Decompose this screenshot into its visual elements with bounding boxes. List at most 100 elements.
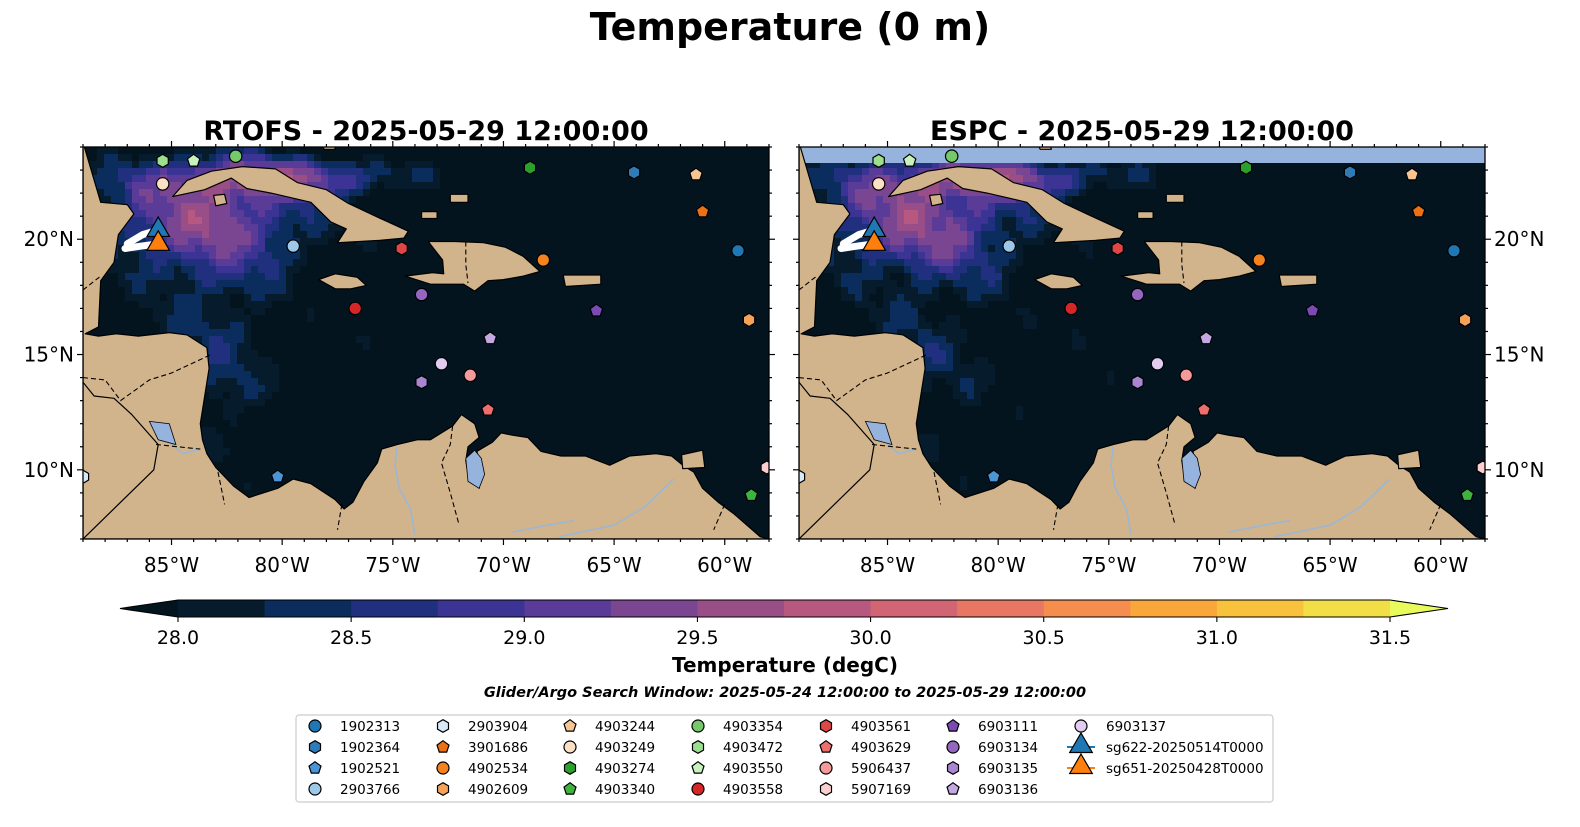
legend-item: 4903244 [563,718,655,735]
colorbar-bin [178,600,266,617]
legend-item: 5907169 [819,782,911,798]
map-frame [798,146,1486,540]
lat-tick-label: 15°N [24,343,74,367]
lake-nicaragua [148,420,177,446]
rtofs-map-panel: RTOFS - 2025-05-29 12:00:00 85°W 80°W 75°W… [24,116,775,577]
marker-4903340 [1460,487,1475,502]
legend-label: 1902364 [340,740,400,756]
colorbar-bin [870,600,958,617]
marker-1902313 [1447,243,1461,258]
legend-item: 6903135 [946,761,1038,777]
land-jamaica [318,273,367,290]
marker-1902521 [270,469,285,483]
marker-4903558 [348,301,362,316]
legend-label: 6903134 [978,740,1038,756]
legend-item: 4902534 [436,761,528,777]
map-layers [83,147,769,539]
marker-3901686 [1411,204,1426,218]
colorbar-bin [957,600,1045,617]
lon-tick-label: 70°W [1192,553,1247,577]
legend-item: 4903340 [563,781,655,798]
lon-tick-label: 75°W [1081,553,1136,577]
country-border [217,471,226,505]
colorbar-tick-label: 29.0 [503,627,545,649]
legend-marker [819,782,833,796]
legend-item: 4903561 [819,719,911,735]
colorbar-over-extend [1390,600,1448,617]
lat-tick-label: 15°N [1494,343,1544,367]
colorbar-bin [610,600,698,617]
river [886,443,917,455]
legend-item: 6903134 [946,740,1038,756]
marker-1902313 [731,243,745,258]
legend-item: 4903354 [691,719,783,735]
lon-tick-label: 60°W [1413,553,1468,577]
land-trinidad [680,449,706,470]
river [1228,519,1291,533]
legend-item: 1902521 [308,760,400,777]
legend-item: 3901686 [436,739,528,756]
marker-2903766 [286,239,301,253]
lon-tick-label: 70°W [476,553,531,577]
marker-4903249 [871,177,886,191]
river [512,519,575,533]
land-centralAmerica [799,147,1485,539]
marker-1902364 [1343,165,1357,180]
no-data-band [799,147,1485,163]
espc-map-content: 85°W 80°W 75°W 70°W 65°W 60°W 10°N 15°N 20°N [793,141,1544,577]
lon-tick-label: 65°W [1302,553,1357,577]
marker-4903244 [689,167,703,181]
legend-item: sg651-20250428T0000 [1067,752,1264,777]
land-pacificLow [799,381,875,539]
legend-label: 5907169 [851,782,911,798]
country-border [713,504,726,531]
lat-tick-label: 20°N [24,227,74,251]
lon-tick-label: 65°W [586,553,641,577]
legend-label: 4903472 [723,740,783,756]
map-layers [799,147,1485,539]
lake-nicaragua [864,420,893,446]
lon-tick-label: 80°W [255,553,310,577]
legend-label: 4902609 [468,782,528,798]
marker-6903136 [1199,331,1214,345]
land-pacificLow [83,381,159,539]
marker-4902534 [1252,253,1267,267]
legend-label: sg651-20250428T0000 [1106,761,1264,777]
marker-4902609 [1458,312,1472,328]
land-inagua [421,211,438,220]
marker-4902609 [742,312,756,328]
land-inagua [1136,211,1154,220]
marker-4903472 [156,153,169,168]
colorbar-tick-label: 28.5 [330,627,372,649]
colorbar-bin [784,600,872,617]
colorbar-tick-label: 31.5 [1369,627,1411,649]
marker-6903137 [1150,356,1165,371]
legend-marker [436,782,450,796]
legend-label: 4903629 [851,740,911,756]
legend-marker [436,719,450,733]
legend-item: 1902313 [308,719,400,735]
marker-4903550 [902,153,917,167]
land-hispaniola [1120,240,1257,292]
legend-marker [691,760,705,774]
legend-marker [436,761,450,775]
legend-marker [946,718,960,732]
map-frame [82,146,770,540]
country-border [1156,425,1176,526]
rtofs-map-content: 85°W 80°W 75°W 70°W 65°W 60°W 10°N 15°N 20°N [24,141,775,577]
legend-item: 6903136 [946,781,1038,798]
legend-label: 1902313 [340,719,400,735]
legend-marker [946,781,960,795]
marker-4903274 [1239,160,1253,175]
legend-item: 4903472 [691,740,783,756]
marker-6903134 [1130,287,1145,302]
marker-4903354 [944,149,959,164]
legend-label: 6903136 [978,782,1038,798]
marker-4903244 [1405,167,1419,181]
legend-label: 4903244 [595,719,655,735]
marker-1902521 [986,469,1001,483]
lake-maracaibo [465,449,486,489]
lat-tick-label: 20°N [1494,227,1544,251]
legend-marker [819,761,833,775]
